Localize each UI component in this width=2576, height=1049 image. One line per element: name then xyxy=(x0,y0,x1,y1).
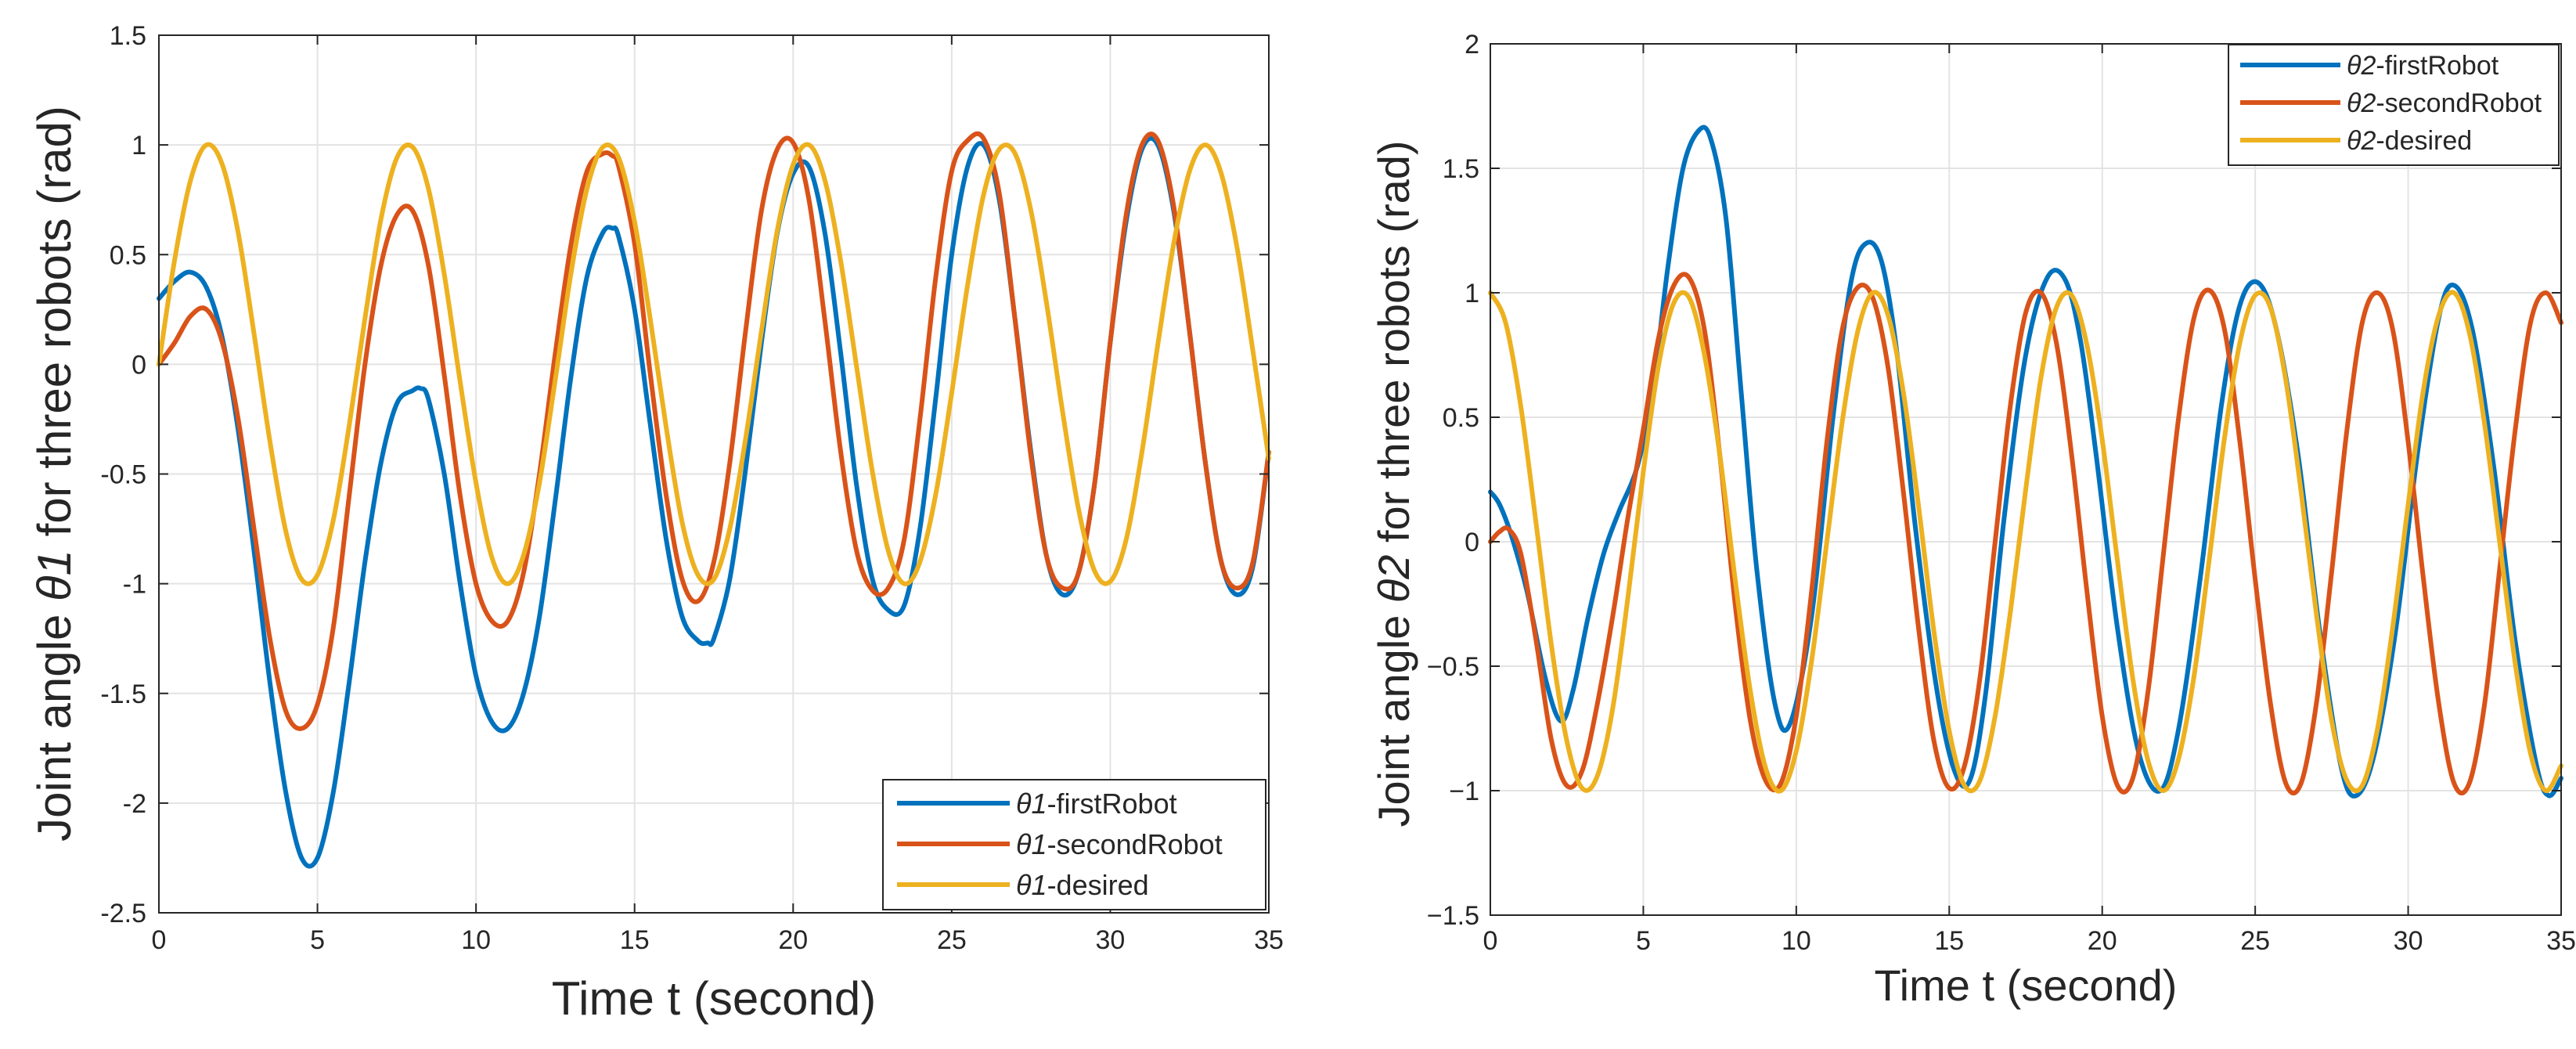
legend: θ1-firstRobot θ1-secondRobot θ1-desired xyxy=(882,779,1266,910)
x-tick-label: 0 xyxy=(1483,926,1498,956)
x-tick-label: 30 xyxy=(1096,925,1126,955)
legend-label-desired: θ2-desired xyxy=(2347,126,2472,156)
series-line-secondRobot xyxy=(157,131,1271,731)
x-tick-label: 10 xyxy=(461,925,491,955)
legend-label-firstRobot: θ2-firstRobot xyxy=(2347,51,2499,81)
x-axis-label: Time t (second) xyxy=(1875,961,2178,1010)
series-line-secondRobot xyxy=(1488,272,2563,796)
series-line-desired xyxy=(1488,290,2563,794)
legend: θ2-firstRobot θ2-secondRobot θ2-desired xyxy=(2228,44,2560,166)
legend-label-firstRobot: θ1-firstRobot xyxy=(1016,788,1177,820)
y-tick-label: 2 xyxy=(1465,30,1479,59)
y-tick-label: 0.5 xyxy=(110,240,146,270)
x-tick-label: 0 xyxy=(152,925,167,955)
x-tick-label: 15 xyxy=(1934,926,1964,956)
y-tick-label: 0 xyxy=(1465,528,1479,557)
axis-ticks: 0 5 10 15 20 25 30 35 −1.5 −1 −0.5 0 0.5 1 1.5 2 xyxy=(1427,30,2576,956)
y-tick-label: −1 xyxy=(1449,777,1479,806)
x-tick-label: 35 xyxy=(1254,925,1284,955)
y-tick-label: -2.5 xyxy=(100,899,146,928)
chart-theta2: 0 5 10 15 20 25 30 35 −1.5 −1 −0.5 0 0.5 1 1.5 2 Time t… xyxy=(1369,30,2576,1010)
series-line-desired xyxy=(157,142,1271,586)
y-tick-label: -1 xyxy=(123,570,146,600)
x-axis-label: Time t (second) xyxy=(552,972,877,1025)
x-tick-label: 5 xyxy=(1636,926,1651,956)
legend-label-secondRobot: θ2-secondRobot xyxy=(2347,88,2542,118)
x-tick-label: 15 xyxy=(620,925,650,955)
x-tick-label: 25 xyxy=(937,925,967,955)
y-tick-label: 1 xyxy=(1465,279,1479,308)
chart-theta1: 0 5 10 15 20 25 30 35 -2.5 -2 -1.5 -1 -0.5 0 0.5 1 1.5 T… xyxy=(28,21,1284,1025)
y-tick-label: -2 xyxy=(123,789,146,819)
y-axis-label: Joint angle θ1 for three robots (rad) xyxy=(28,106,81,842)
x-tick-label: 25 xyxy=(2240,926,2270,956)
y-tick-label: 0 xyxy=(132,350,146,380)
y-tick-label: 1.5 xyxy=(1443,154,1479,184)
x-tick-label: 20 xyxy=(778,925,808,955)
x-tick-label: 20 xyxy=(2088,926,2117,956)
x-tick-label: 35 xyxy=(2546,926,2576,956)
y-tick-label: 0.5 xyxy=(1443,403,1479,433)
y-tick-label: −0.5 xyxy=(1427,652,1479,682)
legend-label-desired: θ1-desired xyxy=(1016,869,1149,901)
axes-box xyxy=(1490,43,2562,916)
y-tick-label: -0.5 xyxy=(100,460,146,490)
legend-label-secondRobot: θ1-secondRobot xyxy=(1016,828,1223,860)
y-tick-label: 1.5 xyxy=(110,21,146,51)
series-lines xyxy=(1488,124,2563,798)
x-tick-label: 10 xyxy=(1782,926,1811,956)
x-tick-label: 5 xyxy=(310,925,325,955)
y-tick-label: 1 xyxy=(132,131,146,160)
series-lines xyxy=(157,131,1271,869)
y-axis-label: Joint angle θ2 for three robots (rad) xyxy=(1369,140,1418,827)
axis-ticks: 0 5 10 15 20 25 30 35 -2.5 -2 -1.5 -1 -0.5 0 0.5 1 1.5 xyxy=(100,21,1284,955)
y-tick-label: -1.5 xyxy=(100,680,146,709)
y-tick-label: −1.5 xyxy=(1427,901,1479,931)
x-tick-label: 30 xyxy=(2394,926,2423,956)
